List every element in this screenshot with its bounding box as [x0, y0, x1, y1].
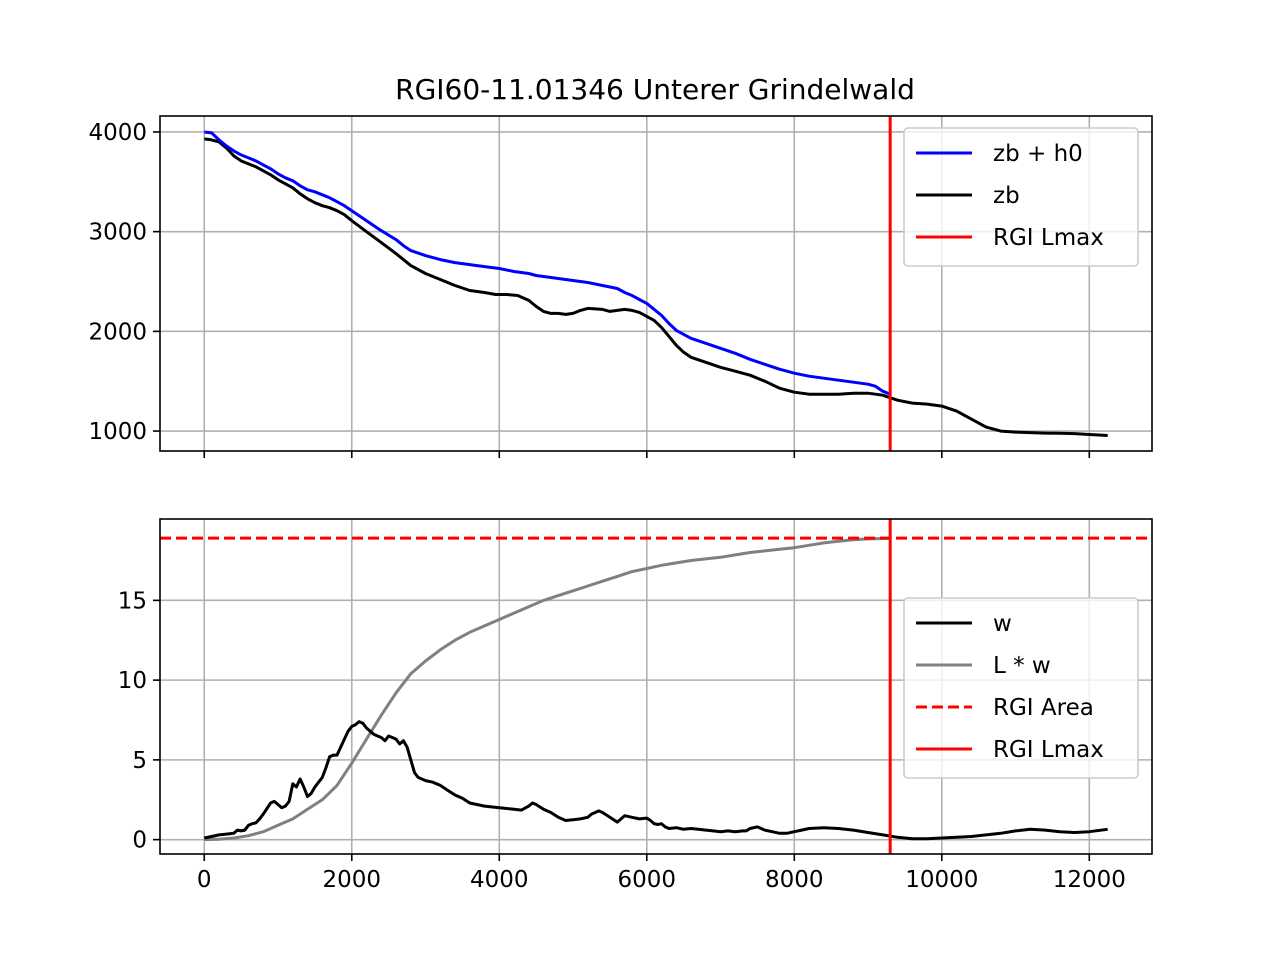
y-tick-label: 1000 — [88, 419, 147, 445]
x-tick-label: 8000 — [765, 867, 824, 893]
x-tick-label: 0 — [197, 867, 212, 893]
legend-box — [903, 127, 1139, 267]
x-tick-label: 6000 — [618, 867, 677, 893]
series-line-zb-h0 — [204, 130, 891, 396]
y-tick-label: 4000 — [88, 120, 147, 146]
upper-legend: zb + h0 zb RGI Lmax — [903, 127, 1139, 267]
series-line-l-w — [204, 536, 891, 842]
y-tick-label: 10 — [118, 668, 147, 694]
legend-label: w — [993, 611, 1012, 637]
legend-label: RGI Area — [993, 695, 1094, 721]
upper-axes: 1000 2000 3000 4000 zb + h0 zb RGI Lmax — [88, 115, 1153, 458]
y-tick-label: 5 — [132, 748, 147, 774]
lower-axes-frame — [159, 518, 1153, 855]
y-tick-label: 3000 — [88, 220, 147, 246]
legend-box — [903, 597, 1139, 779]
series-line-w — [203, 720, 1108, 841]
y-tick-label: 0 — [132, 828, 147, 854]
upper-ticks: 1000 2000 3000 4000 — [88, 120, 1091, 458]
lower-axes: 0 2000 4000 6000 8000 10000 12000 0 5 10 15 w L * w… — [118, 518, 1153, 893]
legend-label: L * w — [993, 653, 1051, 679]
y-tick-label: 15 — [118, 588, 147, 614]
chart-title: RGI60-11.01346 Unterer Grindelwald — [395, 73, 915, 106]
x-tick-label: 10000 — [905, 867, 978, 893]
x-tick-label: 4000 — [470, 867, 529, 893]
y-tick-label: 2000 — [88, 319, 147, 345]
lower-legend: w L * w RGI Area RGI Lmax — [903, 597, 1139, 779]
legend-label: zb + h0 — [993, 141, 1083, 167]
lower-plot-lines — [160, 519, 1152, 854]
x-tick-label: 2000 — [322, 867, 381, 893]
lower-ticks: 0 2000 4000 6000 8000 10000 12000 0 5 10 15 — [118, 588, 1126, 893]
legend-label: zb — [993, 183, 1020, 209]
x-tick-label: 12000 — [1053, 867, 1126, 893]
legend-label: RGI Lmax — [993, 737, 1104, 763]
series-line-zb — [204, 137, 1108, 437]
upper-axes-frame — [159, 115, 1153, 452]
legend-label: RGI Lmax — [993, 225, 1104, 251]
upper-plot-lines — [204, 116, 1108, 451]
